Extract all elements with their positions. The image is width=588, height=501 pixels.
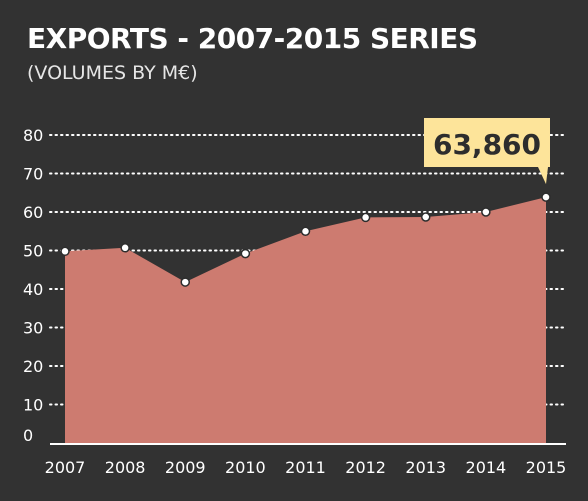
data-point-2014 [481,207,491,217]
x-tick-label-2009: 2009 [165,458,206,477]
x-tick-label-2013: 2013 [405,458,446,477]
data-point-2010 [240,248,251,259]
y-tick-label-30: 30 [23,319,43,338]
y-tick-label-60: 60 [23,203,43,222]
chart-title: EXPORTS - 2007-2015 SERIES [27,22,478,55]
y-tick-label-70: 70 [23,165,43,184]
data-point-2015 [541,192,551,202]
x-tick-label-2011: 2011 [285,458,326,477]
area-series [65,197,546,443]
x-tick-label-2015: 2015 [526,458,567,477]
y-tick-labels: 0 10 20 30 40 50 60 70 80 [23,126,43,445]
x-tick-labels: 2007 2008 2009 2010 2011 2012 2013 2014 2015 [45,458,567,477]
chart-subtitle: (VOLUMES BY M€) [27,62,198,84]
data-point-2013 [421,212,431,222]
x-tick-label-2010: 2010 [225,458,266,477]
data-point-2008 [120,243,130,253]
data-point-2007 [60,246,70,257]
data-points [60,192,551,287]
callout-label: 63,860 [433,128,541,161]
x-tick-label-2014: 2014 [466,458,507,477]
y-tick-label-40: 40 [23,280,43,299]
x-tick-label-2007: 2007 [45,458,86,477]
y-tick-label-80: 80 [23,126,43,145]
x-tick-label-2012: 2012 [345,458,386,477]
y-tick-label-0: 0 [23,426,33,445]
x-tick-label-2008: 2008 [105,458,146,477]
data-point-2012 [360,212,371,223]
data-point-2009 [180,277,190,287]
y-tick-label-50: 50 [23,242,43,261]
data-point-2011 [300,226,311,236]
callout-box [424,118,550,185]
y-tick-label-20: 20 [23,357,43,376]
value-callout: 63,860 [424,118,550,185]
y-tick-label-10: 10 [23,396,43,415]
